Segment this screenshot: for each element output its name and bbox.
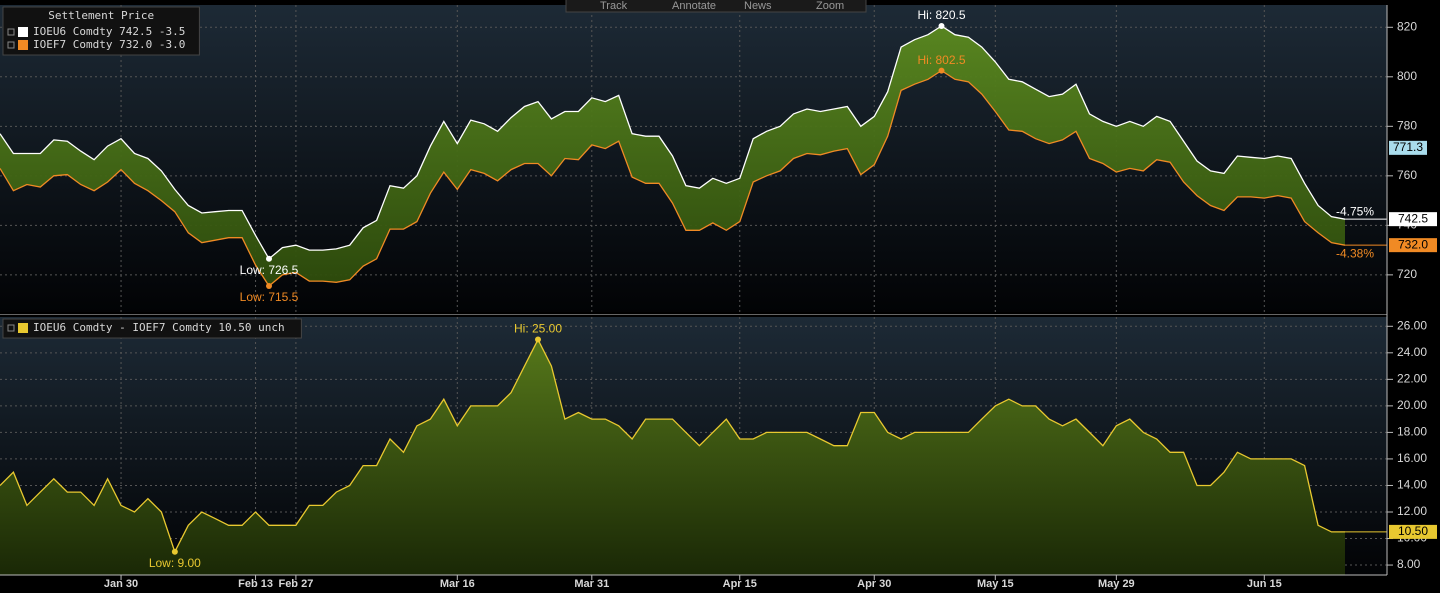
extreme-annotation: Low: 726.5 xyxy=(240,263,299,277)
extreme-annotation: Hi: 820.5 xyxy=(917,8,965,22)
legend-toggle[interactable] xyxy=(7,324,15,332)
x-tick-label: May 15 xyxy=(977,578,1014,590)
legend-toggle[interactable] xyxy=(7,28,15,36)
extreme-annotation: Low: 715.5 xyxy=(240,290,299,304)
toolbar-button[interactable]: Annotate xyxy=(672,0,716,12)
y-tick-label: 14.00 xyxy=(1397,478,1427,492)
x-tick-label: Jan 30 xyxy=(104,578,138,590)
y-tick-label: 12.00 xyxy=(1397,504,1427,518)
y-tick-label: 780 xyxy=(1397,118,1417,132)
x-tick-label: Feb 13 xyxy=(238,578,273,590)
x-tick-label: Feb 27 xyxy=(278,578,313,590)
y-tick-label: 800 xyxy=(1397,69,1417,83)
last-value-box xyxy=(1389,212,1437,227)
legend-label: IOEF7 Comdty 732.0 -3.0 xyxy=(33,38,185,51)
toolbar-button[interactable]: News xyxy=(744,0,772,12)
y-tick-label: 720 xyxy=(1397,267,1417,281)
series-line xyxy=(0,69,1346,287)
extreme-point xyxy=(171,548,178,555)
last-value-label: 732.0 xyxy=(1398,237,1428,251)
legend-title: Settlement Price xyxy=(48,9,154,22)
extreme-annotation: Hi: 802.5 xyxy=(917,53,965,67)
change-label: -4.75% xyxy=(1336,204,1374,218)
extreme-point xyxy=(266,255,272,262)
toolbar xyxy=(565,0,867,13)
legend-label: IOEU6 Comdty 742.5 -3.5 xyxy=(33,25,185,38)
legend-label: IOEU6 Comdty - IOEF7 Comdty 10.50 unch xyxy=(33,321,285,334)
toolbar-button[interactable]: Zoom xyxy=(816,0,844,12)
toolbar-button[interactable]: Track xyxy=(600,0,628,12)
legend-box xyxy=(2,318,302,339)
extreme-point xyxy=(535,336,541,343)
x-tick-label: Apr 30 xyxy=(857,578,891,590)
last-value-label: 742.5 xyxy=(1398,211,1428,225)
y-tick-label: 18.00 xyxy=(1397,425,1427,439)
last-value-box xyxy=(1389,238,1437,253)
x-tick-label: Mar 31 xyxy=(574,578,609,590)
legend-swatch xyxy=(18,323,28,333)
y-tick-label: 820 xyxy=(1397,19,1417,33)
x-tick-label: Apr 15 xyxy=(723,578,757,590)
x-tick-label: May 29 xyxy=(1098,578,1135,590)
y-tick-label: 8.00 xyxy=(1397,557,1421,571)
extreme-annotation: Hi: 25.00 xyxy=(514,322,562,336)
legend-toggle[interactable] xyxy=(7,41,15,49)
extreme-point xyxy=(938,23,945,30)
y-tick-label: 22.00 xyxy=(1397,372,1427,386)
extreme-point xyxy=(938,67,945,74)
legend-box xyxy=(2,6,200,56)
marker-label: 771.3 xyxy=(1393,140,1423,154)
extreme-point xyxy=(266,283,272,290)
last-value-label: 10.50 xyxy=(1398,524,1428,538)
last-value-box xyxy=(1389,524,1437,539)
legend-swatch xyxy=(18,27,28,37)
marker-box xyxy=(1389,140,1427,155)
change-label: -4.38% xyxy=(1336,246,1374,260)
y-tick-label: 16.00 xyxy=(1397,451,1427,465)
x-tick-label: Jun 15 xyxy=(1247,578,1282,590)
y-tick-label: 26.00 xyxy=(1397,318,1427,332)
y-tick-label: 20.00 xyxy=(1397,398,1427,412)
x-tick-label: Mar 16 xyxy=(440,578,475,590)
extreme-annotation: Low: 9.00 xyxy=(149,556,201,570)
series-line xyxy=(0,338,1345,554)
series-line xyxy=(0,25,1346,260)
y-tick-label: 760 xyxy=(1397,168,1417,182)
area-fill xyxy=(0,339,1345,575)
y-tick-label: 24.00 xyxy=(1397,345,1427,359)
legend-swatch xyxy=(18,40,28,50)
